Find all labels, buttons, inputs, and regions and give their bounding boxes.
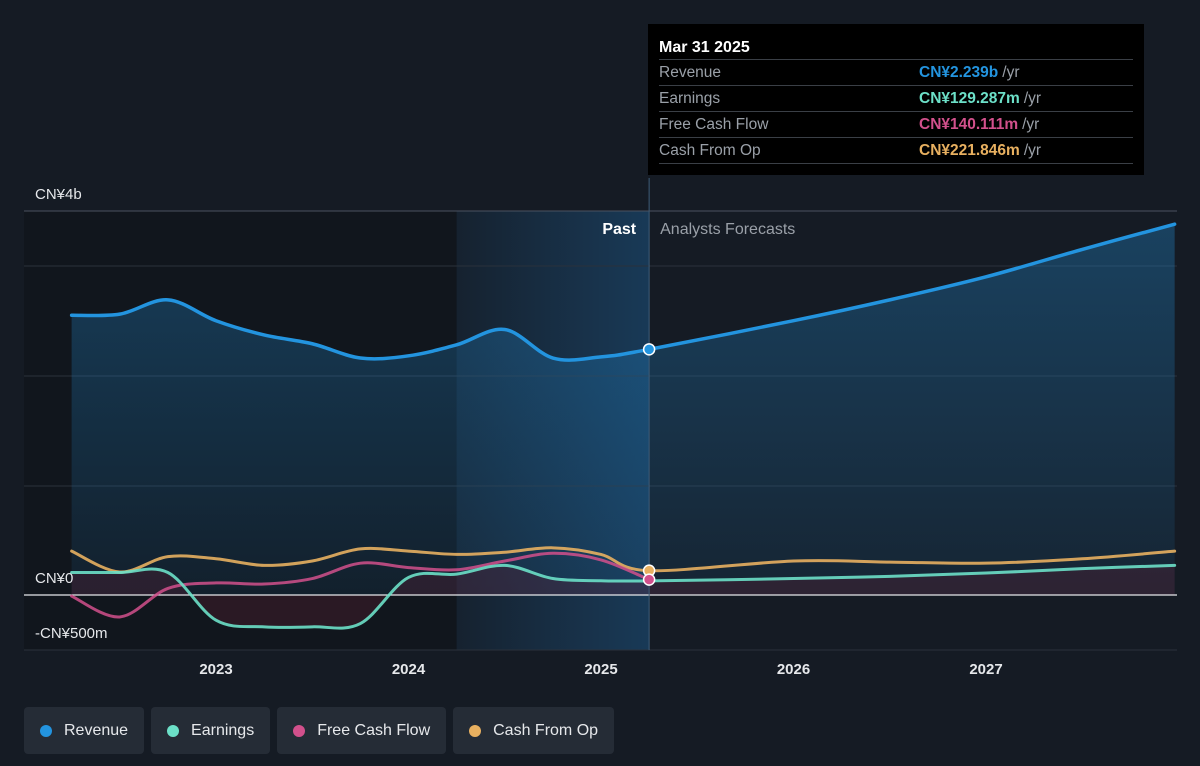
tooltip-date: Mar 31 2025	[659, 39, 750, 56]
y-tick-label: CN¥4b	[35, 186, 82, 203]
earnings-dot-icon	[167, 724, 180, 737]
earnings-line	[70, 563, 1177, 630]
revenue-marker	[642, 343, 656, 356]
tooltip-label: Free Cash Flow	[659, 116, 769, 133]
tooltip-value: CN¥140.111m	[919, 116, 1019, 133]
revenue-line	[69, 222, 1177, 362]
revenue-area	[71, 224, 1175, 595]
cash-from-op-line	[70, 546, 1177, 574]
past-label: Past	[602, 221, 636, 238]
tooltip-row-cash-from-op: Cash From Op CN¥221.846m /yr	[659, 137, 1133, 164]
legend-label: Cash From Op	[493, 721, 599, 739]
legend-item-earnings[interactable]: Earnings	[151, 707, 271, 754]
x-tick-label: 2025	[584, 661, 617, 678]
free-cash-flow-marker	[642, 573, 656, 586]
tooltip-row-revenue: Revenue CN¥2.239b /yr	[659, 59, 1133, 85]
tooltip-unit: /yr	[1002, 64, 1020, 81]
tooltip-value: CN¥221.846m	[919, 142, 1020, 159]
chart-canvas: Past Analysts Forecasts CN¥4b CN¥0 -CN¥500m 2…	[24, 178, 1177, 678]
x-tick-label: 2026	[777, 661, 810, 678]
legend-item-revenue[interactable]: Revenue	[24, 707, 145, 754]
tooltip-row-free-cash-flow: Free Cash Flow CN¥140.111m /yr	[659, 111, 1133, 137]
x-tick-label: 2024	[392, 661, 426, 678]
x-tick-label: 2027	[969, 661, 1002, 678]
tooltip-row-earnings: Earnings CN¥129.287m /yr	[659, 85, 1133, 111]
tooltip-value: CN¥2.239b	[919, 64, 999, 81]
free-cash-flow-dot-icon	[293, 724, 306, 737]
legend-label: Free Cash Flow	[317, 721, 431, 739]
tooltip-label: Cash From Op	[659, 142, 761, 159]
legend-item-free-cash-flow[interactable]: Free Cash Flow	[277, 707, 447, 754]
tooltip-unit: /yr	[1023, 142, 1042, 159]
tooltip-unit: /yr	[1023, 90, 1042, 107]
cash-from-op-dot-icon	[469, 724, 482, 737]
tooltip-unit: /yr	[1022, 116, 1040, 133]
tooltip-label: Revenue	[659, 64, 722, 81]
tooltip-panel: Mar 31 2025 Revenue CN¥2.239b /yr Earnin…	[648, 24, 1144, 175]
earnings-area	[71, 565, 1175, 629]
legend-label: Earnings	[191, 721, 255, 739]
y-tick-label: -CN¥500m	[35, 625, 108, 642]
revenue-dot-icon	[40, 724, 52, 737]
tooltip-label: Earnings	[659, 90, 721, 107]
legend-label: Revenue	[64, 721, 129, 739]
forecast-label: Analysts Forecasts	[660, 221, 795, 238]
legend-item-cash-from-op[interactable]: Cash From Op	[453, 707, 615, 754]
y-tick-label: CN¥0	[35, 570, 73, 587]
x-tick-label: 2023	[199, 661, 232, 678]
tooltip-value: CN¥129.287m	[919, 90, 1020, 107]
legend: Revenue Earnings Free Cash Flow Cash Fro…	[24, 707, 615, 754]
free-cash-flow-line	[70, 551, 651, 619]
